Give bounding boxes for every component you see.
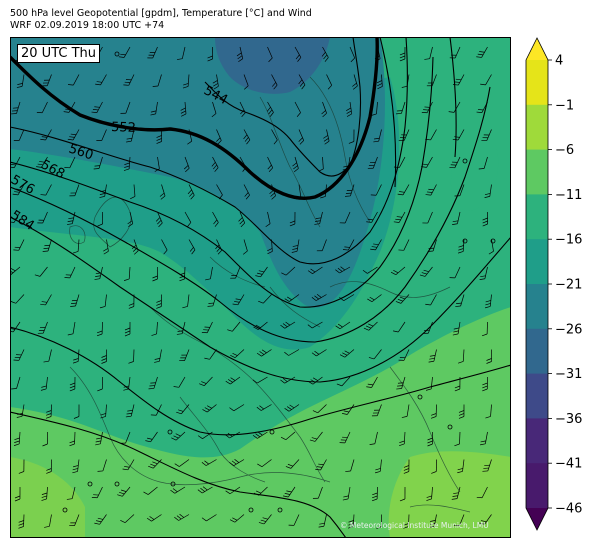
colorbar-tick-label: −11 xyxy=(555,188,582,203)
contour-label-552: 552 xyxy=(111,120,136,136)
colorbar-tick-label: −26 xyxy=(555,322,582,337)
colorbar-segment xyxy=(526,463,548,508)
weather-map: 544 552 560 568 576 584 xyxy=(10,37,511,538)
colorbar-segment xyxy=(526,418,548,463)
colorbar-extend-max xyxy=(526,38,548,60)
colorbar-extend-min xyxy=(526,508,548,530)
colorbar-tick-label: −1 xyxy=(555,98,574,113)
forecast-time-label: 20 UTC Thu xyxy=(17,44,100,63)
temperature-colorbar: 4 −1 −6 −11 −16 −21 −26 −31 −36 −41 −46 xyxy=(512,30,599,548)
map-title: 500 hPa level Geopotential [gpdm], Tempe… xyxy=(10,8,312,19)
colorbar-tick-label: −41 xyxy=(555,457,582,472)
colorbar-tick-label: −46 xyxy=(555,502,582,517)
colorbar-segment xyxy=(526,150,548,195)
colorbar-segment xyxy=(526,239,548,284)
colorbar-segment xyxy=(526,105,548,150)
colorbar-segment xyxy=(526,329,548,374)
colorbar-tick-label: 4 xyxy=(555,54,563,69)
colorbar-segment xyxy=(526,194,548,239)
colorbar-tick-label: −21 xyxy=(555,278,582,293)
colorbar-segment xyxy=(526,284,548,329)
colorbar-tick-label: −16 xyxy=(555,233,582,248)
map-subtitle: WRF 02.09.2019 18:00 UTC +74 xyxy=(10,20,164,31)
colorbar-tick-label: −6 xyxy=(555,143,574,158)
colorbar-segment xyxy=(526,60,548,105)
colorbar-tick-label: −31 xyxy=(555,367,582,382)
colorbar-segment xyxy=(526,374,548,419)
colorbar-tick-label: −36 xyxy=(555,412,582,427)
copyright-credit: © Meteorological Institute Munich, LMU xyxy=(340,521,489,530)
